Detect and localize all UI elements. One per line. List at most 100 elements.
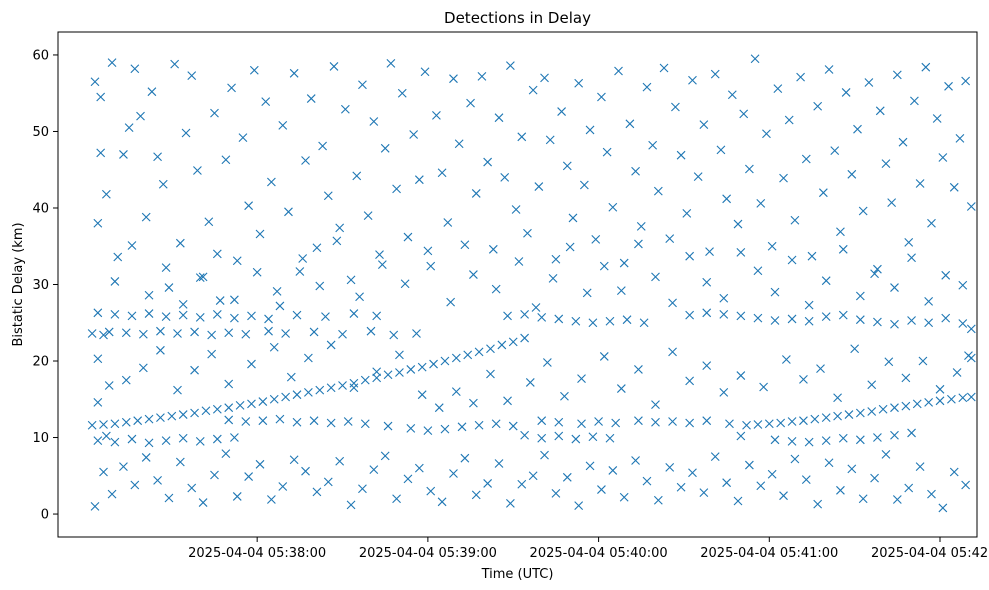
data-point-6-289 [212,249,222,259]
data-point-3-11 [292,310,302,320]
data-point-3-13 [349,309,359,318]
data-point-4-12 [440,424,450,434]
data-point-6-54 [397,88,407,98]
data-point-6-283 [110,277,120,286]
data-point-3-35 [873,317,882,327]
data-point-4-17 [537,416,547,426]
data-point-6-42 [329,62,339,71]
data-point-6-146 [921,62,931,72]
data-point-6-288 [195,273,205,283]
data-point-3-26 [719,309,729,319]
data-point-1-4 [787,417,797,426]
data-point-0-37 [508,337,518,347]
data-point-3-33 [838,310,848,320]
data-point-2-13 [338,329,347,339]
data-point-6-71 [494,113,504,123]
data-point-6-216 [221,449,231,458]
data-point-6-34 [284,207,293,217]
data-point-6-204 [90,502,100,511]
data-point-6-218 [244,472,254,481]
data-point-6-267 [801,475,811,485]
data-point-6-199 [901,373,911,383]
data-point-1-1 [753,420,763,429]
data-point-6-19 [198,272,208,282]
data-point-6-284 [127,241,137,250]
data-point-6-106 [693,172,703,182]
data-point-6-238 [471,490,481,500]
data-point-6-89 [597,92,606,102]
data-point-4-19 [577,419,586,429]
data-point-6-108 [705,247,714,256]
data-point-6-104 [682,208,692,218]
data-point-6-274 [881,449,891,459]
data-point-6-176 [486,369,495,379]
data-point-6-202 [952,368,962,377]
data-point-6-93 [619,258,629,268]
data-point-6-39 [312,243,322,253]
data-point-6-105 [688,75,697,85]
data-point-4-10 [406,423,416,433]
data-point-3-23 [639,318,649,328]
data-point-6-154 [966,202,976,211]
data-point-0-3 [121,417,131,427]
data-point-6-285 [144,290,154,300]
data-point-6-228 [358,484,367,494]
data-point-6-263 [756,481,766,491]
data-point-6-18 [193,166,202,175]
data-point-6-291 [252,267,262,277]
data-point-6-165 [269,342,279,352]
data-point-5-12 [571,434,581,444]
data-point-2-15 [389,330,399,340]
data-point-0-1 [99,420,108,429]
data-point-3-10 [264,314,273,324]
data-point-6-222 [289,455,299,465]
data-point-6-318 [770,287,780,297]
data-point-6-20 [204,217,214,227]
data-point-6-260 [722,478,732,488]
data-point-6-69 [483,157,493,167]
data-point-0-33 [463,350,473,360]
data-point-6-266 [790,454,800,464]
data-point-6-186 [668,347,677,357]
series-noise [90,54,976,513]
data-point-6-294 [315,281,325,291]
data-point-6-239 [483,479,493,488]
data-point-6-37 [301,156,310,165]
data-point-2-11 [281,329,291,338]
data-point-6-6 [124,123,134,133]
data-point-3-36 [890,319,899,329]
data-point-6-300 [446,297,456,307]
data-point-6-332 [93,218,103,228]
data-point-6-327 [924,296,934,306]
data-point-6-64 [454,139,464,149]
data-point-0-36 [497,340,507,350]
y-tick-label-5: 50 [32,125,49,140]
data-point-4-14 [474,420,484,430]
data-point-3-25 [702,308,712,318]
data-point-6-135 [858,206,868,216]
data-point-6-325 [890,283,899,292]
data-point-6-194 [816,364,825,374]
data-point-6-255 [665,462,675,472]
data-point-5-18 [804,437,814,447]
data-point-6-212 [175,457,185,467]
data-point-6-295 [332,236,342,246]
data-point-6-328 [941,270,951,280]
data-point-6-253 [642,476,652,486]
data-point-6-0 [90,77,100,87]
data-point-6-315 [719,293,729,303]
data-point-6-196 [850,344,860,354]
data-point-6-280 [949,467,959,477]
data-point-6-45 [346,275,356,285]
data-point-3-38 [924,318,934,328]
data-point-6-234 [426,486,436,496]
data-point-6-95 [631,166,640,176]
data-point-5-6 [195,436,205,446]
data-point-1-20 [966,392,976,402]
data-point-6-180 [560,391,569,401]
data-markers [87,54,976,513]
data-point-3-2 [127,311,137,321]
data-point-6-335 [101,431,111,441]
data-point-1-17 [935,396,945,406]
data-point-6-209 [141,453,151,462]
